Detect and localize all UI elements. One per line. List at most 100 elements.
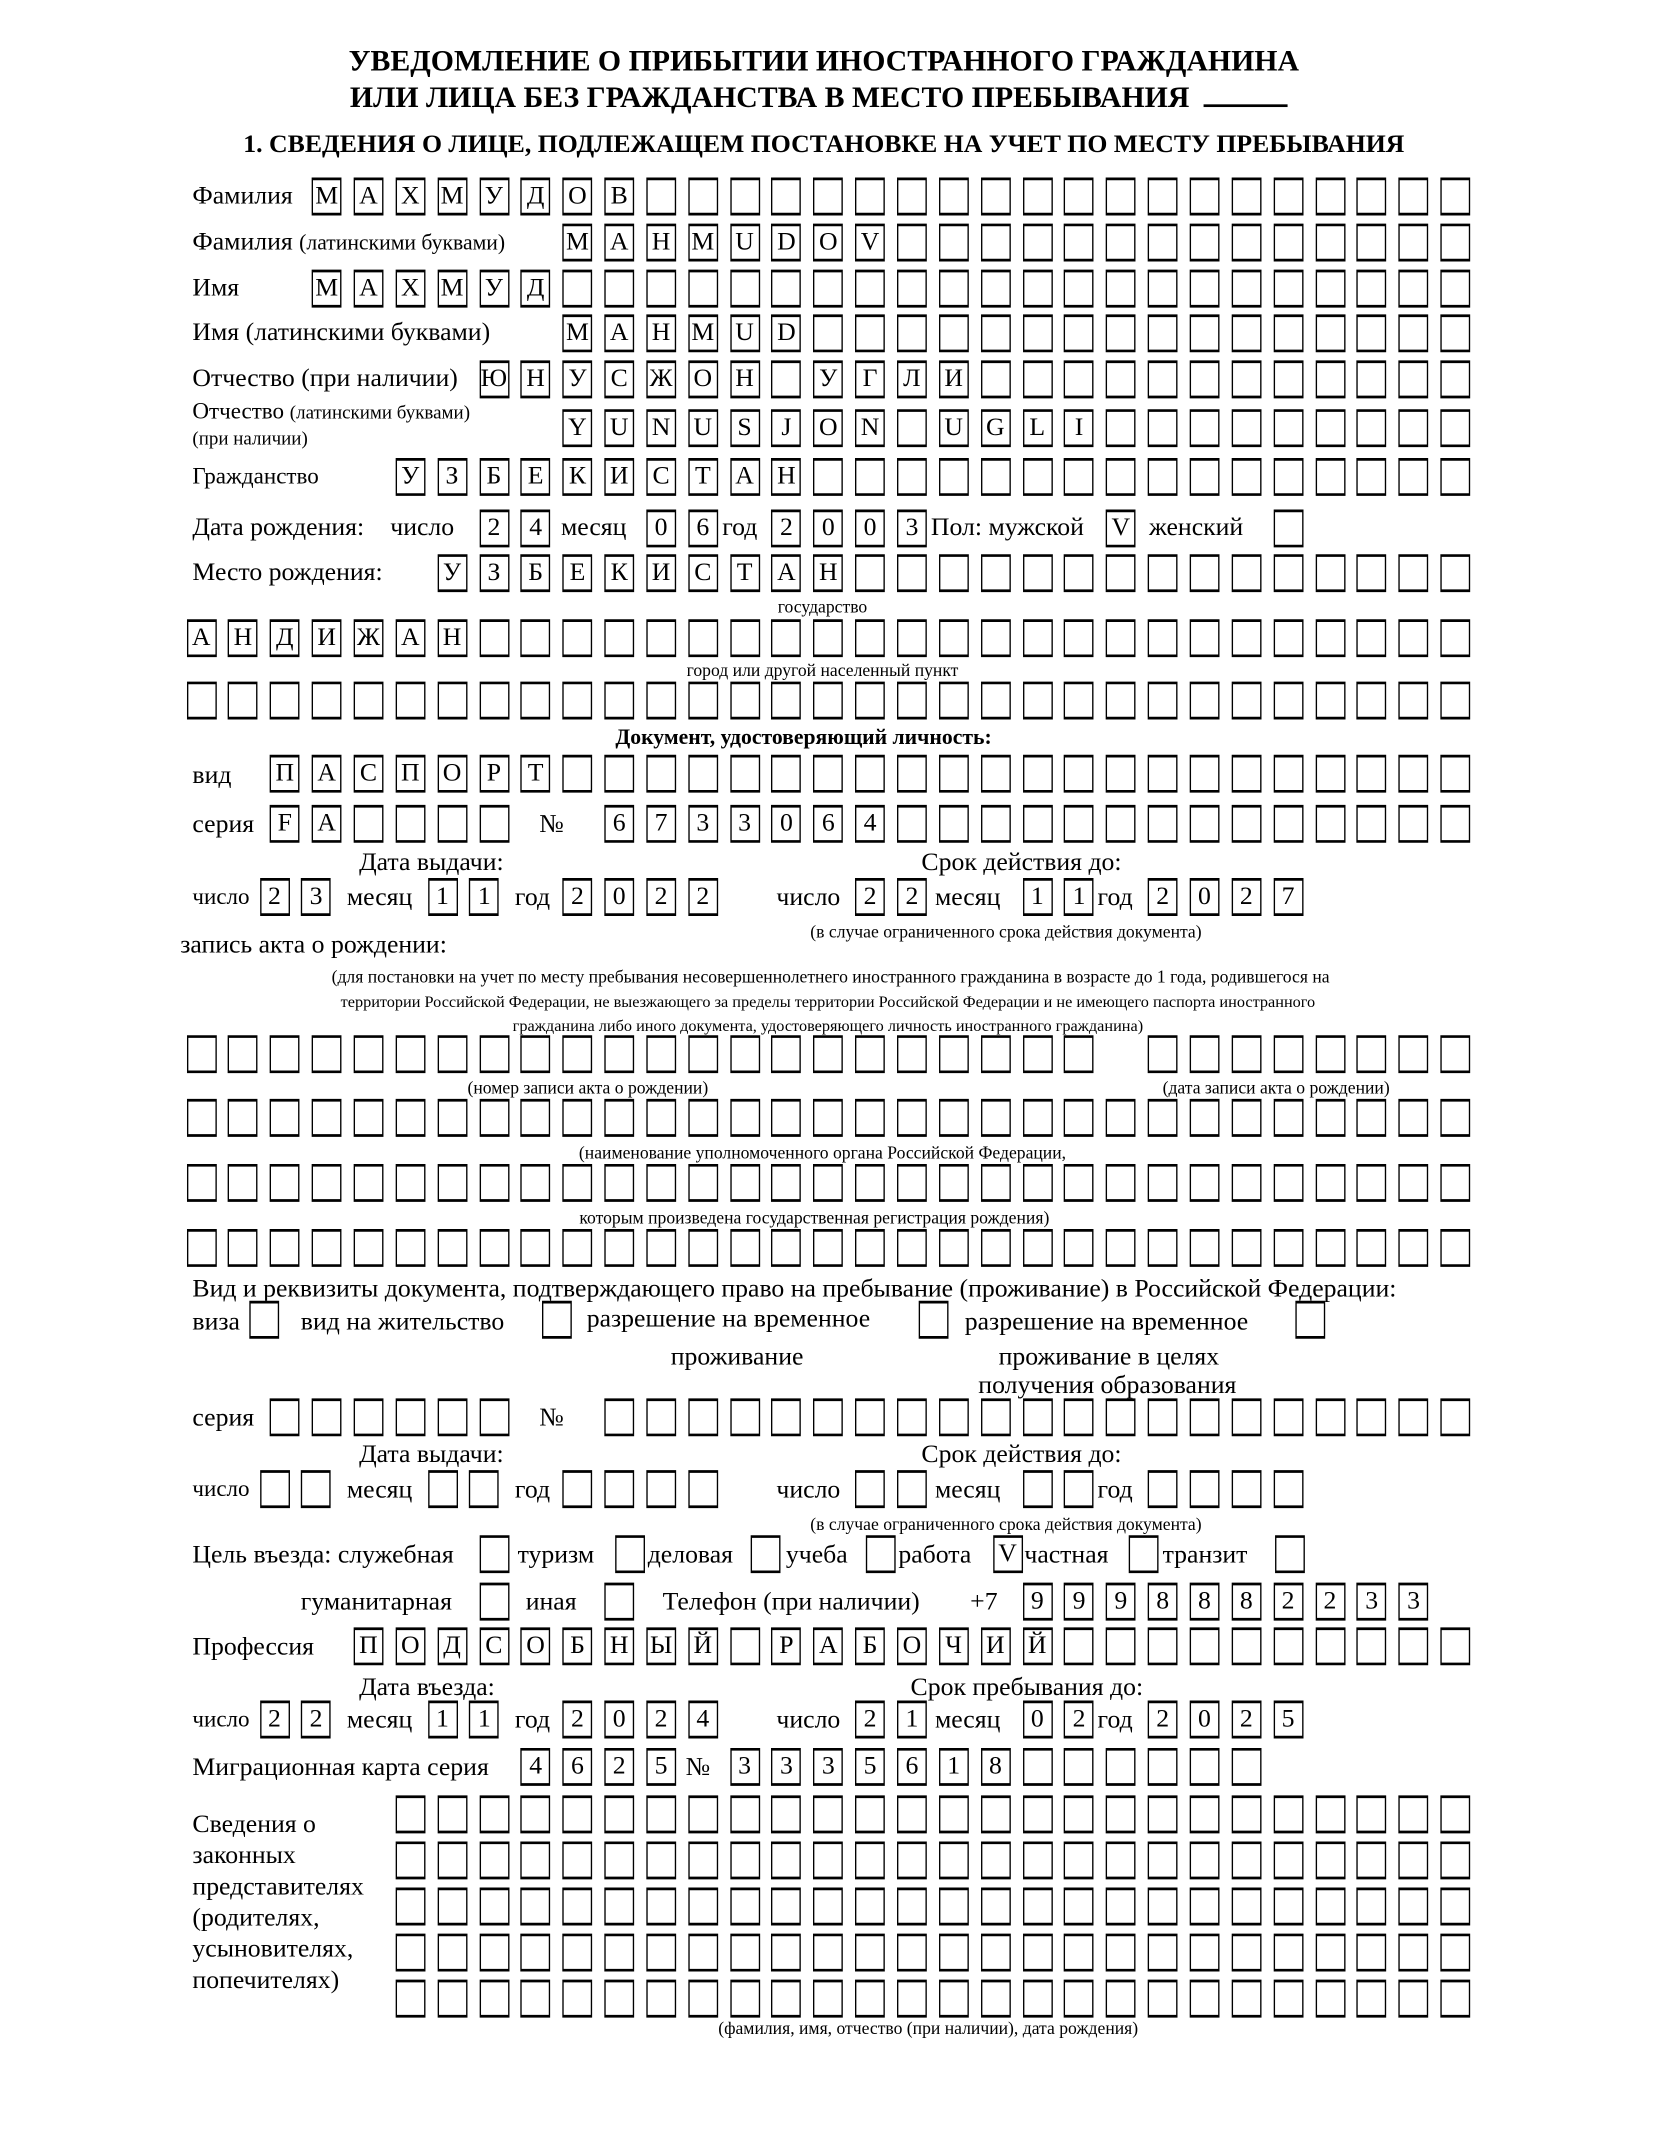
birth-record-date-cell[interactable] bbox=[1440, 1035, 1471, 1074]
profession-cell[interactable]: И bbox=[980, 1627, 1011, 1666]
name-latin-cell[interactable]: M bbox=[687, 314, 718, 353]
representative-cell[interactable] bbox=[520, 1841, 551, 1880]
birth-authority-cell[interactable] bbox=[729, 1163, 760, 1202]
birth-record-number-cell[interactable] bbox=[771, 1035, 802, 1074]
birth-authority-cell[interactable] bbox=[562, 1098, 593, 1137]
id-valid-year-cell[interactable]: 2 bbox=[1231, 878, 1262, 916]
birth-city-cell[interactable] bbox=[729, 619, 760, 658]
birth-authority-cell[interactable] bbox=[646, 1163, 676, 1202]
representative-cell[interactable] bbox=[1356, 1841, 1387, 1880]
patronymic-latin-cell[interactable]: G bbox=[980, 409, 1011, 448]
birth-place-extra-cell[interactable] bbox=[813, 681, 844, 720]
surname-cell[interactable]: А bbox=[353, 177, 384, 216]
profession-cell[interactable] bbox=[1105, 1627, 1136, 1666]
name-cell[interactable]: Д bbox=[520, 269, 551, 308]
migration-card-number-cell[interactable]: 6 bbox=[897, 1747, 927, 1786]
birth-authority-cell[interactable] bbox=[604, 1098, 635, 1137]
name-cell[interactable] bbox=[1189, 269, 1220, 308]
birth-record-date-cell[interactable] bbox=[1315, 1035, 1345, 1074]
birth-authority-cell[interactable] bbox=[1273, 1163, 1303, 1202]
birth-month-cell[interactable]: 0 bbox=[646, 509, 676, 548]
birth-record-date-cell[interactable] bbox=[1189, 1035, 1220, 1074]
representative-cell[interactable] bbox=[478, 1979, 509, 2018]
temp-residence-edu-checkbox[interactable] bbox=[1295, 1300, 1326, 1339]
stay-number-cell[interactable] bbox=[646, 1398, 676, 1437]
profession-cell[interactable]: Р bbox=[771, 1627, 802, 1666]
name-latin-cell[interactable] bbox=[1189, 314, 1220, 353]
surname-cell[interactable]: М bbox=[437, 177, 467, 216]
representative-cell[interactable] bbox=[897, 1795, 927, 1834]
migration-card-number-cell[interactable] bbox=[1022, 1747, 1053, 1786]
phone-cell[interactable]: 2 bbox=[1273, 1582, 1303, 1621]
id-type-cell[interactable] bbox=[1022, 754, 1053, 793]
birth-authority-cell[interactable] bbox=[186, 1098, 217, 1137]
id-number-cell[interactable] bbox=[1105, 804, 1136, 843]
representative-cell[interactable] bbox=[771, 1979, 802, 2018]
surname-latin-cell[interactable]: H bbox=[646, 223, 676, 262]
migration-card-number-cell[interactable] bbox=[1147, 1747, 1178, 1786]
birth-city-cell[interactable] bbox=[1022, 619, 1053, 658]
patronymic-latin-cell[interactable]: N bbox=[646, 409, 676, 448]
birth-record-date-cell[interactable] bbox=[1273, 1035, 1303, 1074]
name-cell[interactable]: М bbox=[437, 269, 467, 308]
name-latin-cell[interactable] bbox=[1315, 314, 1345, 353]
surname-cell[interactable] bbox=[1022, 177, 1053, 216]
representative-cell[interactable] bbox=[1064, 1979, 1095, 2018]
birth-place-extra-cell[interactable] bbox=[1189, 681, 1220, 720]
birth-place-extra-cell[interactable] bbox=[437, 681, 467, 720]
representative-cell[interactable] bbox=[1231, 1887, 1262, 1926]
patronymic-cell[interactable] bbox=[1356, 360, 1387, 399]
id-number-cell[interactable]: 3 bbox=[687, 804, 718, 843]
stay-number-cell[interactable] bbox=[1064, 1398, 1095, 1437]
citizenship-cell[interactable] bbox=[813, 457, 844, 496]
representative-cell[interactable] bbox=[1022, 1933, 1053, 1972]
profession-cell[interactable] bbox=[1398, 1627, 1429, 1666]
birth-authority-cell[interactable] bbox=[1356, 1098, 1387, 1137]
birth-authority-cell[interactable] bbox=[1022, 1098, 1053, 1137]
citizenship-cell[interactable]: Е bbox=[520, 457, 551, 496]
stay-number-cell[interactable] bbox=[1022, 1398, 1053, 1437]
id-issue-day-cell[interactable]: 3 bbox=[301, 878, 332, 916]
surname-latin-cell[interactable]: U bbox=[729, 223, 760, 262]
representative-cell[interactable] bbox=[1398, 1795, 1429, 1834]
stay-until-year-cell[interactable]: 0 bbox=[1189, 1700, 1220, 1739]
representative-cell[interactable] bbox=[1440, 1841, 1471, 1880]
birth-city-cell[interactable] bbox=[938, 619, 969, 658]
id-type-cell[interactable] bbox=[1398, 754, 1429, 793]
profession-cell[interactable] bbox=[1273, 1627, 1303, 1666]
id-type-cell[interactable] bbox=[771, 754, 802, 793]
patronymic-cell[interactable]: Ю bbox=[478, 360, 509, 399]
birth-record-number-cell[interactable] bbox=[729, 1035, 760, 1074]
phone-cell[interactable]: 2 bbox=[1315, 1582, 1345, 1621]
name-cell[interactable] bbox=[1147, 269, 1178, 308]
birth-record-number-cell[interactable] bbox=[520, 1035, 551, 1074]
id-series-cell[interactable]: F bbox=[269, 804, 300, 843]
birth-record-date-cell[interactable] bbox=[1231, 1035, 1262, 1074]
birth-record-number-cell[interactable] bbox=[186, 1035, 217, 1074]
phone-cell[interactable]: 8 bbox=[1147, 1582, 1178, 1621]
birth-country-cell[interactable]: А bbox=[771, 554, 802, 593]
birth-authority-cell[interactable] bbox=[1189, 1163, 1220, 1202]
entry-day-cell[interactable]: 2 bbox=[259, 1700, 290, 1739]
birth-authority-cell[interactable] bbox=[1147, 1228, 1178, 1267]
representative-cell[interactable] bbox=[980, 1933, 1011, 1972]
stay-number-cell[interactable] bbox=[729, 1398, 760, 1437]
patronymic-latin-cell[interactable]: N bbox=[855, 409, 885, 448]
birth-record-number-cell[interactable] bbox=[562, 1035, 593, 1074]
birth-authority-cell[interactable] bbox=[437, 1228, 467, 1267]
representative-cell[interactable] bbox=[1105, 1795, 1136, 1834]
birth-authority-cell[interactable] bbox=[1315, 1163, 1345, 1202]
representative-cell[interactable] bbox=[938, 1887, 969, 1926]
representative-cell[interactable] bbox=[897, 1841, 927, 1880]
birth-authority-cell[interactable] bbox=[478, 1098, 509, 1137]
name-cell[interactable] bbox=[1440, 269, 1471, 308]
surname-cell[interactable] bbox=[855, 177, 885, 216]
birth-month-cell[interactable]: 6 bbox=[687, 509, 718, 548]
patronymic-cell[interactable] bbox=[1189, 360, 1220, 399]
representative-cell[interactable] bbox=[1398, 1979, 1429, 2018]
surname-latin-cell[interactable] bbox=[1022, 223, 1053, 262]
surname-cell[interactable]: Х bbox=[395, 177, 426, 216]
profession-cell[interactable] bbox=[1064, 1627, 1095, 1666]
birth-city-cell[interactable]: Д bbox=[269, 619, 300, 658]
birth-authority-cell[interactable] bbox=[897, 1163, 927, 1202]
